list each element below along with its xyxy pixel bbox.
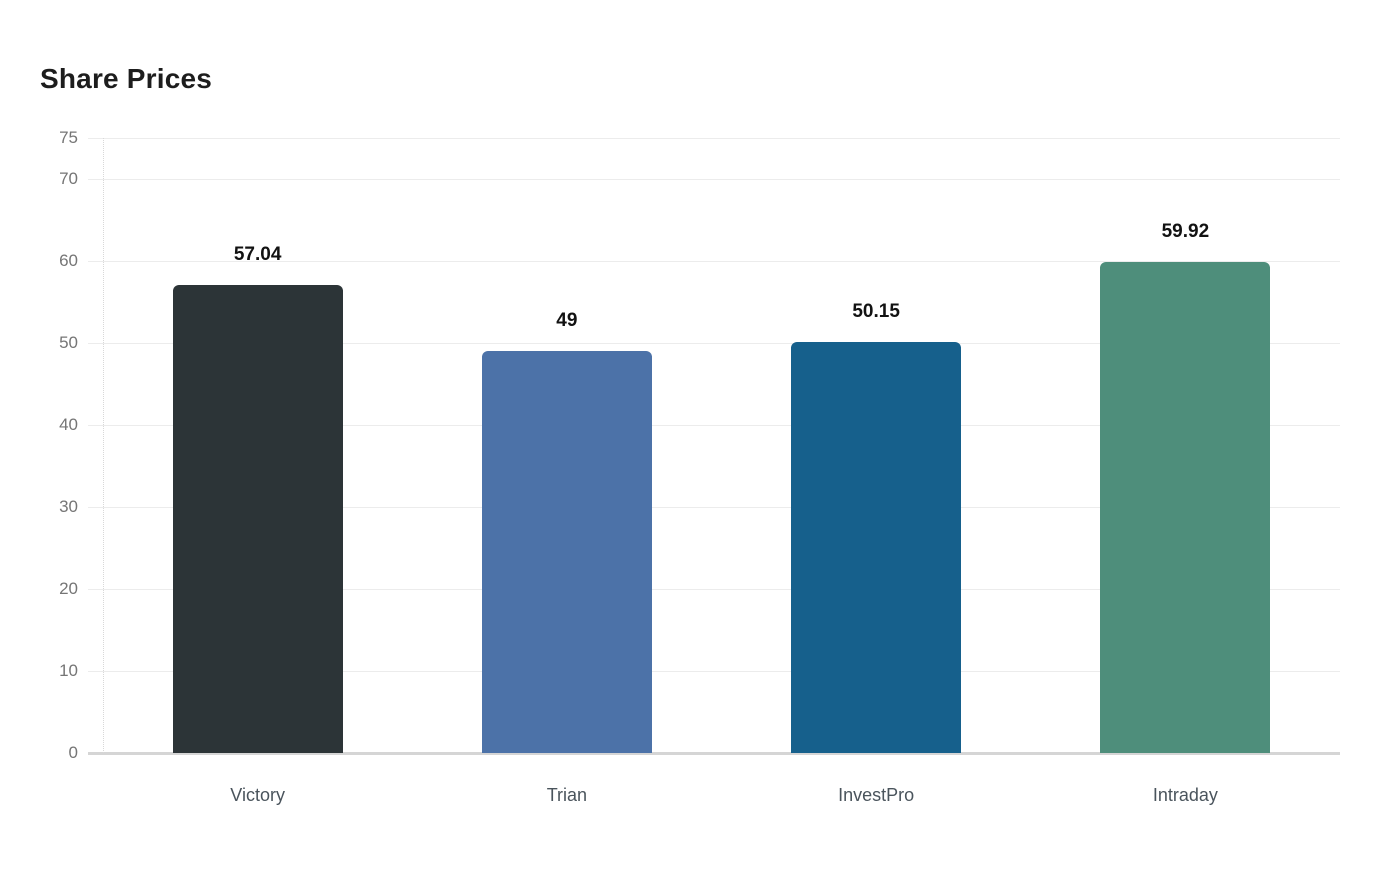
bar-victory[interactable] <box>172 285 343 753</box>
gridline <box>88 425 1340 426</box>
bar-value-label: 57.04 <box>233 244 282 266</box>
x-axis-label: Trian <box>546 785 588 805</box>
bar-value-label: 59.92 <box>1161 220 1210 242</box>
bar-investpro[interactable] <box>791 341 962 753</box>
x-axis-line <box>88 752 1340 755</box>
bar-value-label: 49 <box>556 310 578 332</box>
gridline <box>88 507 1340 508</box>
y-axis-tick-label: 60 <box>59 251 78 270</box>
x-axis-label: Intraday <box>1152 785 1218 805</box>
y-axis-tick-label: 20 <box>59 579 78 598</box>
y-axis-tick-label: 50 <box>59 333 78 352</box>
y-axis-tick-label: 75 <box>59 128 78 147</box>
y-axis-tick-label: 70 <box>59 169 78 188</box>
y-axis-tick-label: 40 <box>59 415 78 434</box>
gridline <box>88 343 1340 344</box>
chart-title: Share Prices <box>40 63 213 94</box>
gridline <box>88 589 1340 590</box>
gridline <box>88 671 1340 672</box>
gridline <box>88 261 1340 262</box>
y-axis-tick-label: 30 <box>59 497 78 516</box>
bar-trian[interactable] <box>481 351 652 753</box>
gridline <box>88 138 1340 139</box>
x-axis-label: Victory <box>230 785 285 805</box>
gridline <box>88 179 1340 180</box>
bar-intraday[interactable] <box>1100 261 1271 753</box>
x-axis-label: InvestPro <box>838 785 915 805</box>
bar-value-label: 50.15 <box>852 300 900 322</box>
y-axis-line <box>103 138 104 753</box>
y-axis-tick-label: 10 <box>59 661 78 680</box>
y-axis-tick-label: 0 <box>68 743 78 762</box>
